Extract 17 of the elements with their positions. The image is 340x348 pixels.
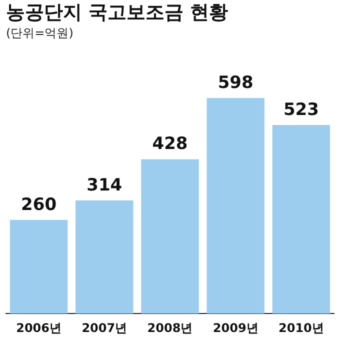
bar bbox=[206, 98, 264, 314]
x-tick-label: 2009년 bbox=[212, 320, 258, 335]
chart-subtitle: (단위=억원) bbox=[6, 26, 74, 40]
data-label: 428 bbox=[152, 134, 188, 154]
bar bbox=[76, 200, 134, 314]
data-label: 598 bbox=[218, 72, 254, 93]
x-tick-label: 2007년 bbox=[82, 320, 128, 335]
data-label: 260 bbox=[21, 194, 57, 215]
data-label: 314 bbox=[86, 175, 122, 196]
x-tick-label: 2010년 bbox=[278, 320, 324, 335]
bar bbox=[272, 125, 330, 314]
x-tick-label: 2006년 bbox=[16, 320, 62, 335]
x-tick-label: 2008년 bbox=[147, 320, 193, 335]
chart-title: 농공단지 국고보조금 현황 bbox=[6, 1, 228, 24]
data-label: 523 bbox=[283, 100, 319, 120]
bar bbox=[141, 159, 199, 314]
bar bbox=[10, 220, 68, 314]
